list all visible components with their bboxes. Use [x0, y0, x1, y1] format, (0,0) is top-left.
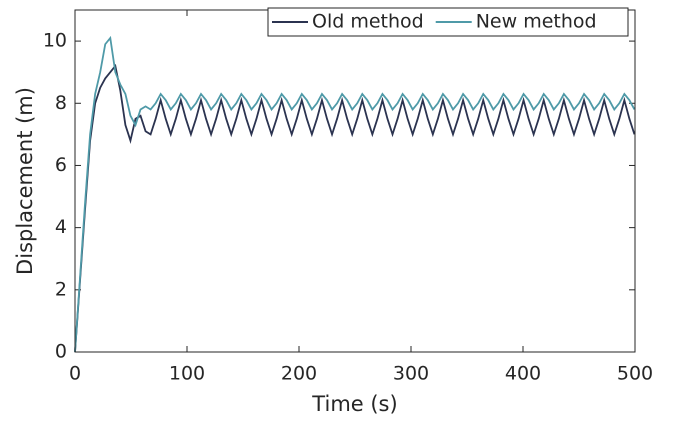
- x-tick-label: 500: [617, 363, 653, 385]
- y-tick-label: 10: [43, 30, 67, 52]
- x-tick-label: 300: [393, 363, 429, 385]
- y-tick-label: 2: [55, 278, 67, 300]
- legend-label: Old method: [312, 11, 424, 33]
- x-tick-label: 400: [505, 363, 541, 385]
- legend-label: New method: [476, 11, 597, 33]
- x-tick-label: 100: [169, 363, 205, 385]
- x-tick-label: 200: [281, 363, 317, 385]
- x-axis-label: Time (s): [311, 392, 397, 416]
- y-axis-label: Displacement (m): [13, 87, 37, 275]
- y-tick-label: 6: [55, 154, 67, 176]
- plot-frame: [74, 9, 636, 353]
- y-tick-label: 8: [55, 92, 67, 114]
- y-tick-label: 4: [55, 216, 67, 238]
- legend: Old method New method: [267, 7, 629, 37]
- series-line: [74, 63, 636, 353]
- x-tick-label: 0: [69, 363, 81, 385]
- y-tick-label: 0: [55, 341, 67, 363]
- series-line: [74, 35, 636, 353]
